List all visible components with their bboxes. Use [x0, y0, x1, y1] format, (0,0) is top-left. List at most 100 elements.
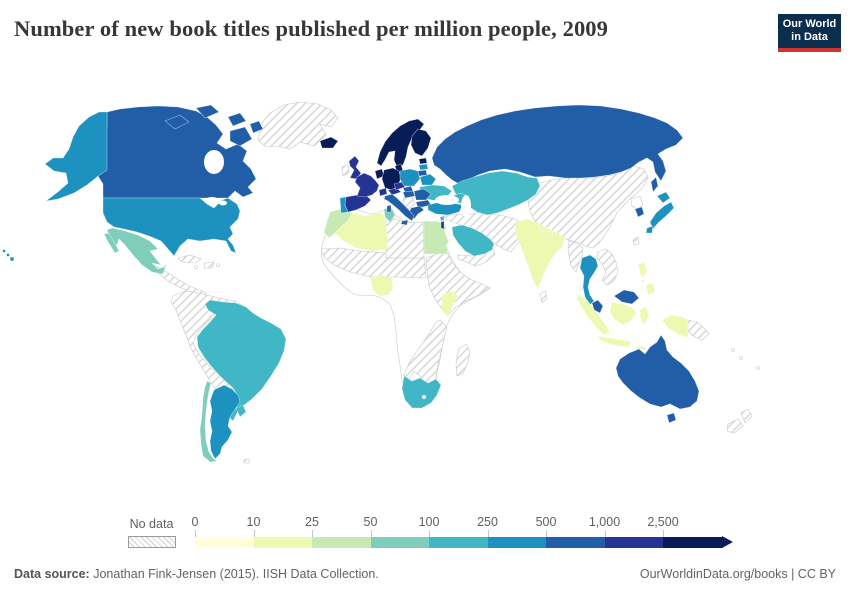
- country-madagascar[interactable]: [455, 343, 471, 377]
- country-new-zealand[interactable]: [726, 418, 744, 434]
- legend-bin[interactable]: [604, 537, 663, 548]
- country-canada-arctic[interactable]: [249, 120, 264, 134]
- country-usa-hawaii[interactable]: [2, 249, 6, 253]
- country-philippines[interactable]: [645, 282, 656, 296]
- country-austria[interactable]: [387, 187, 402, 196]
- country-norway-sweden[interactable]: [376, 118, 425, 168]
- legend-bin[interactable]: [195, 537, 254, 548]
- country-indochina[interactable]: [596, 248, 619, 286]
- pacific-islands[interactable]: [756, 366, 760, 370]
- country-canada-arctic[interactable]: [227, 112, 247, 127]
- country-australia[interactable]: [615, 334, 700, 410]
- country-lebanon[interactable]: [439, 215, 445, 222]
- country-caribbean[interactable]: [194, 265, 198, 269]
- country-libya[interactable]: [385, 215, 425, 259]
- country-japan-honshu[interactable]: [649, 201, 675, 230]
- country-argentina[interactable]: [209, 384, 241, 460]
- country-romania[interactable]: [413, 188, 432, 201]
- country-usa[interactable]: [102, 197, 241, 257]
- country-sri-lanka[interactable]: [539, 290, 548, 304]
- country-myanmar[interactable]: [567, 240, 584, 273]
- country-uruguay[interactable]: [235, 404, 247, 418]
- country-nepal[interactable]: [541, 229, 554, 238]
- country-south-korea[interactable]: [634, 206, 645, 218]
- country-new-zealand[interactable]: [740, 408, 753, 424]
- country-thailand[interactable]: [579, 254, 599, 306]
- legend-tick-label: 500: [535, 515, 557, 529]
- country-canada-arctic[interactable]: [164, 114, 190, 130]
- country-italy[interactable]: [383, 193, 415, 222]
- country-indonesia-west-papua[interactable]: [661, 314, 689, 339]
- country-ireland[interactable]: [341, 164, 350, 177]
- country-philippines[interactable]: [641, 279, 645, 283]
- country-russia[interactable]: [431, 104, 684, 185]
- country-belarus[interactable]: [419, 173, 437, 186]
- pacific-islands[interactable]: [739, 356, 743, 360]
- country-czechia[interactable]: [393, 181, 406, 191]
- country-indonesia-sulawesi[interactable]: [639, 306, 650, 326]
- chart-title: Number of new book titles published per …: [14, 16, 608, 41]
- country-egypt[interactable]: [423, 220, 451, 255]
- owid-logo[interactable]: Our World in Data: [778, 14, 841, 48]
- owid-logo-line2: in Data: [791, 31, 828, 43]
- country-italy-sardinia[interactable]: [386, 204, 392, 213]
- country-japan-hokkaido[interactable]: [656, 191, 671, 204]
- legend-bin[interactable]: [663, 537, 722, 548]
- country-hungary[interactable]: [402, 190, 416, 199]
- country-chile[interactable]: [199, 380, 218, 463]
- country-nigeria[interactable]: [369, 274, 394, 297]
- country-brazil[interactable]: [196, 299, 287, 422]
- country-caribbean[interactable]: [216, 263, 220, 267]
- country-indonesia-kalimantan[interactable]: [609, 301, 637, 326]
- country-south-america-nodata[interactable]: [170, 290, 244, 399]
- legend-bin[interactable]: [312, 537, 371, 548]
- country-kenya[interactable]: [441, 290, 459, 318]
- country-caribbean[interactable]: [203, 261, 215, 269]
- country-cuba[interactable]: [177, 254, 202, 264]
- country-usa-alaska[interactable]: [44, 111, 108, 202]
- country-falkland-islands[interactable]: [243, 458, 250, 464]
- legend-bin[interactable]: [370, 537, 429, 548]
- country-finland[interactable]: [410, 128, 432, 157]
- legend-no-data-swatch[interactable]: [128, 536, 176, 548]
- country-italy-sicily[interactable]: [400, 219, 409, 226]
- country-canada-arctic[interactable]: [229, 126, 253, 147]
- country-papua-new-guinea[interactable]: [687, 319, 710, 341]
- country-malaysia-borneo[interactable]: [613, 289, 640, 305]
- country-russia-sakhalin[interactable]: [650, 176, 659, 193]
- country-algeria[interactable]: [334, 211, 389, 252]
- country-south-africa[interactable]: [401, 375, 442, 409]
- country-poland[interactable]: [399, 168, 421, 187]
- country-israel[interactable]: [440, 220, 445, 230]
- country-saudi-arabia-gulf[interactable]: [451, 224, 495, 257]
- country-latvia[interactable]: [418, 163, 429, 171]
- pacific-islands[interactable]: [731, 348, 735, 352]
- legend-tick-label: 0: [191, 515, 199, 529]
- legend-bin[interactable]: [487, 537, 546, 548]
- credit-link[interactable]: OurWorldinData.org/books | CC BY: [639, 567, 836, 581]
- country-mexico[interactable]: [106, 227, 168, 275]
- country-usa-hawaii[interactable]: [9, 256, 15, 262]
- country-estonia[interactable]: [418, 157, 428, 165]
- country-iceland[interactable]: [319, 136, 339, 149]
- country-usa-hawaii[interactable]: [6, 253, 10, 257]
- country-greenland[interactable]: [257, 101, 339, 150]
- country-philippines[interactable]: [637, 261, 648, 279]
- legend-bin[interactable]: [253, 537, 312, 548]
- country-taiwan[interactable]: [632, 236, 640, 246]
- country-north-korea[interactable]: [630, 195, 644, 210]
- country-australia-tasmania[interactable]: [666, 412, 677, 424]
- legend-bin[interactable]: [429, 537, 488, 548]
- map-legend: No data 0 10 25 50 100 250 500 1,000 2,500: [0, 512, 850, 554]
- country-spain[interactable]: [344, 194, 372, 213]
- country-canada-arctic[interactable]: [195, 104, 220, 119]
- country-switzerland[interactable]: [378, 187, 388, 197]
- country-france[interactable]: [354, 172, 380, 198]
- country-sahel-band[interactable]: [320, 247, 427, 279]
- country-indonesia-sumatra[interactable]: [576, 294, 611, 336]
- country-indonesia-java[interactable]: [596, 335, 633, 348]
- country-india[interactable]: [514, 218, 566, 290]
- country-mexico-baja[interactable]: [103, 232, 120, 254]
- country-japan-kyushu[interactable]: [645, 225, 654, 234]
- legend-bin[interactable]: [546, 537, 605, 548]
